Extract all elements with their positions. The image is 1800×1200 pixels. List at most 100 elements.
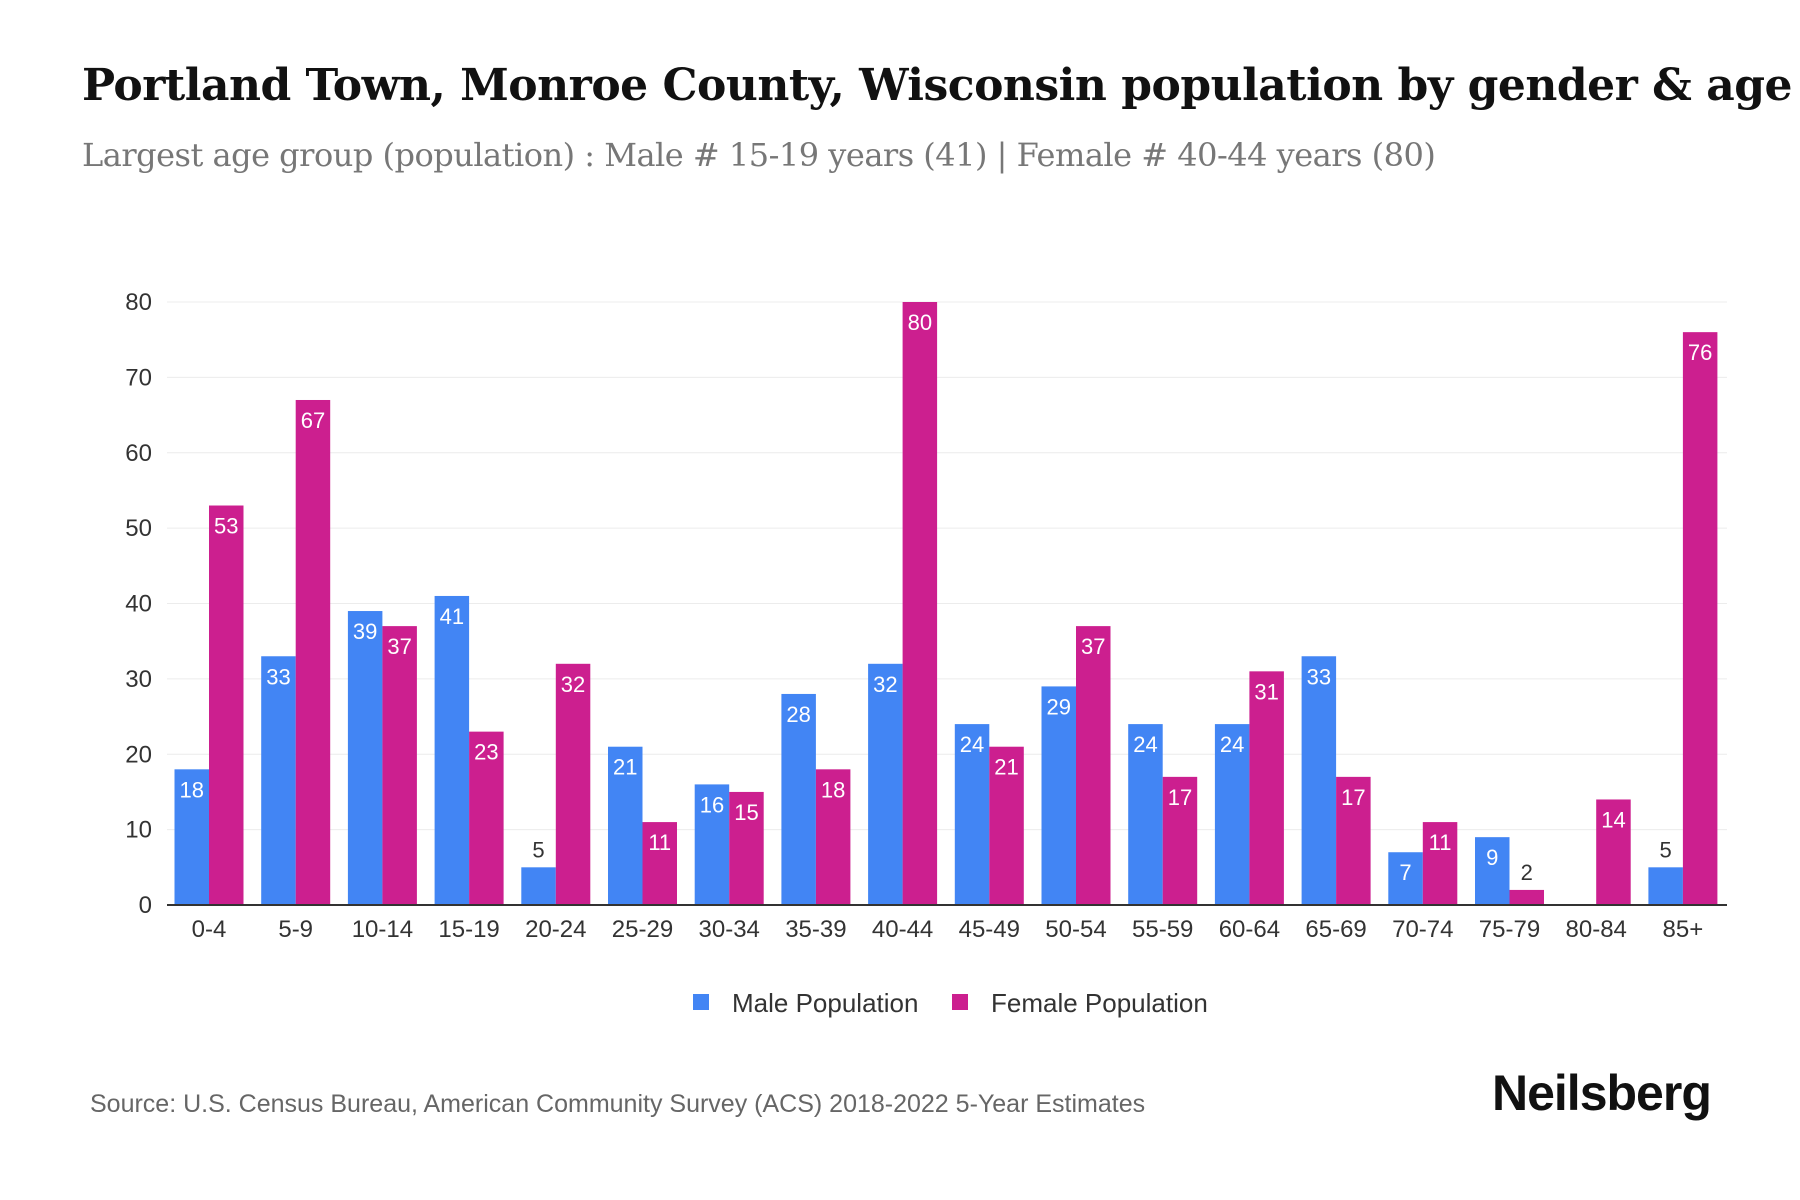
male-bar <box>1648 867 1683 905</box>
female-bar <box>382 626 417 905</box>
x-tick-label: 25-29 <box>612 916 673 943</box>
data-label: 53 <box>214 514 238 539</box>
male-bar <box>1214 724 1250 905</box>
y-tick-label: 10 <box>125 817 152 844</box>
x-tick-label: 0-4 <box>192 916 227 943</box>
y-tick-label: 80 <box>125 289 152 316</box>
male-bar <box>868 663 903 905</box>
x-tick-label: 55-59 <box>1132 916 1193 943</box>
male-bar <box>781 693 816 905</box>
data-label: 18 <box>180 777 204 802</box>
male-bar <box>694 784 730 905</box>
x-tick-label: 70-74 <box>1392 916 1453 943</box>
female-bar <box>295 399 331 905</box>
data-label: 21 <box>613 755 637 780</box>
x-tick-label: 45-49 <box>959 916 1020 943</box>
male-bar <box>174 769 209 905</box>
female-bar <box>1509 889 1544 905</box>
female-bar <box>729 791 764 905</box>
x-tick-label: 15-19 <box>438 916 499 943</box>
female-bar <box>989 746 1024 905</box>
data-label: 11 <box>1429 830 1452 855</box>
data-label: 31 <box>1254 679 1278 704</box>
female-bar <box>1076 626 1111 905</box>
y-tick-label: 20 <box>125 741 152 768</box>
x-tick-label: 85+ <box>1663 916 1704 943</box>
data-label: 15 <box>734 800 758 825</box>
x-tick-label: 20-24 <box>525 916 586 943</box>
female-bar <box>1422 822 1458 905</box>
data-label: 14 <box>1601 807 1625 832</box>
male-bar <box>1128 724 1163 905</box>
data-label: 32 <box>561 672 585 697</box>
source-note: Source: U.S. Census Bureau, American Com… <box>90 1090 1146 1118</box>
y-tick-label: 60 <box>125 440 152 467</box>
data-label: 16 <box>700 792 724 817</box>
y-tick-label: 70 <box>125 364 152 391</box>
data-label: 37 <box>387 634 411 659</box>
x-tick-label: 75-79 <box>1479 916 1540 943</box>
chart-subtitle: Largest age group (population) : Male # … <box>82 136 1436 174</box>
male-bar <box>1041 686 1076 905</box>
male-bar <box>608 746 643 905</box>
data-label: 33 <box>1307 664 1331 689</box>
male-bar <box>1475 837 1510 905</box>
data-label: 18 <box>821 777 845 802</box>
legend-label: Female Population <box>991 988 1208 1018</box>
data-label: 21 <box>994 755 1018 780</box>
data-label: 76 <box>1688 340 1712 365</box>
female-bar <box>1596 799 1631 905</box>
x-tick-label: 65-69 <box>1305 916 1366 943</box>
y-tick-label: 40 <box>125 591 152 618</box>
data-label: 5 <box>1660 837 1672 862</box>
neilsberg-logo: Neilsberg <box>1492 1065 1712 1121</box>
y-tick-label: 50 <box>125 515 152 542</box>
male-bar <box>261 656 296 905</box>
female-bar <box>469 731 504 905</box>
legend-label: Male Population <box>732 988 918 1018</box>
data-label: 5 <box>532 837 544 862</box>
male-bar <box>1388 852 1423 905</box>
male-bar <box>1301 656 1337 905</box>
male-bar <box>521 867 556 905</box>
data-label: 32 <box>873 672 897 697</box>
data-label: 28 <box>786 702 810 727</box>
y-tick-label: 30 <box>125 666 152 693</box>
data-label: 67 <box>301 408 325 433</box>
data-label: 29 <box>1047 694 1071 719</box>
data-label: 24 <box>1220 732 1244 757</box>
x-tick-label: 50-54 <box>1045 916 1106 943</box>
female-bar <box>1682 332 1718 905</box>
male-bar <box>434 595 470 905</box>
data-label: 37 <box>1081 634 1105 659</box>
female-bar <box>555 663 591 905</box>
female-bar <box>209 505 244 905</box>
legend-swatch-male <box>693 994 709 1010</box>
male-bar <box>347 611 383 905</box>
chart-title: Portland Town, Monroe County, Wisconsin … <box>82 60 1792 111</box>
data-label: 23 <box>474 740 498 765</box>
data-label: 80 <box>908 310 932 335</box>
x-tick-label: 5-9 <box>278 916 313 943</box>
data-label: 7 <box>1399 860 1411 885</box>
data-label: 11 <box>648 830 671 855</box>
data-label: 17 <box>1168 785 1192 810</box>
x-tick-label: 80-84 <box>1566 916 1627 943</box>
x-tick-label: 30-34 <box>699 916 760 943</box>
x-tick-label: 10-14 <box>352 916 413 943</box>
female-bar <box>1162 776 1198 905</box>
data-label: 39 <box>353 619 377 644</box>
data-label: 17 <box>1341 785 1365 810</box>
data-label: 24 <box>1133 732 1157 757</box>
data-label: 2 <box>1521 860 1533 885</box>
male-bar <box>954 724 990 905</box>
legend-swatch-female <box>952 994 968 1010</box>
female-bar <box>1336 776 1371 905</box>
female-bar <box>1249 671 1284 905</box>
female-bar <box>642 822 677 905</box>
female-bar <box>815 769 851 905</box>
y-tick-label: 0 <box>139 892 152 919</box>
data-label: 24 <box>960 732 984 757</box>
